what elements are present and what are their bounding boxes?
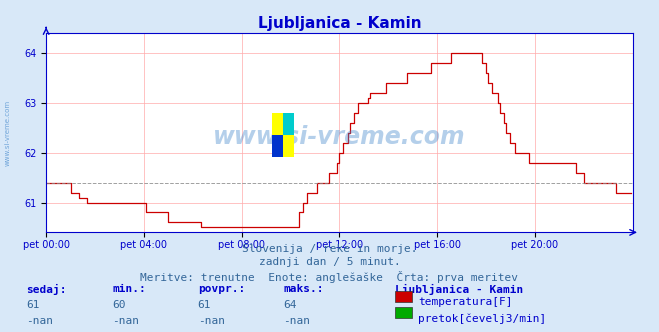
Text: zadnji dan / 5 minut.: zadnji dan / 5 minut. bbox=[258, 257, 401, 267]
Bar bbox=[272, 135, 283, 157]
Text: Ljubljanica - Kamin: Ljubljanica - Kamin bbox=[395, 284, 524, 295]
Text: www.si-vreme.com: www.si-vreme.com bbox=[213, 125, 466, 149]
Bar bbox=[272, 113, 294, 157]
Text: 60: 60 bbox=[112, 300, 125, 310]
Text: 61: 61 bbox=[198, 300, 211, 310]
Text: povpr.:: povpr.: bbox=[198, 284, 245, 294]
Text: maks.:: maks.: bbox=[283, 284, 324, 294]
Text: -nan: -nan bbox=[283, 316, 310, 326]
Text: -nan: -nan bbox=[26, 316, 53, 326]
Text: www.si-vreme.com: www.si-vreme.com bbox=[5, 100, 11, 166]
Text: 64: 64 bbox=[283, 300, 297, 310]
Text: -nan: -nan bbox=[112, 316, 139, 326]
Text: temperatura[F]: temperatura[F] bbox=[418, 297, 513, 307]
Title: Ljubljanica - Kamin: Ljubljanica - Kamin bbox=[258, 16, 421, 31]
Text: -nan: -nan bbox=[198, 316, 225, 326]
Text: Slovenija / reke in morje.: Slovenija / reke in morje. bbox=[242, 244, 417, 254]
Text: min.:: min.: bbox=[112, 284, 146, 294]
Text: Meritve: trenutne  Enote: anglešaške  Črta: prva meritev: Meritve: trenutne Enote: anglešaške Črta… bbox=[140, 271, 519, 283]
Bar bbox=[283, 113, 294, 135]
Text: pretok[čevelj3/min]: pretok[čevelj3/min] bbox=[418, 313, 547, 324]
Text: sedaj:: sedaj: bbox=[26, 284, 67, 295]
Text: 61: 61 bbox=[26, 300, 40, 310]
